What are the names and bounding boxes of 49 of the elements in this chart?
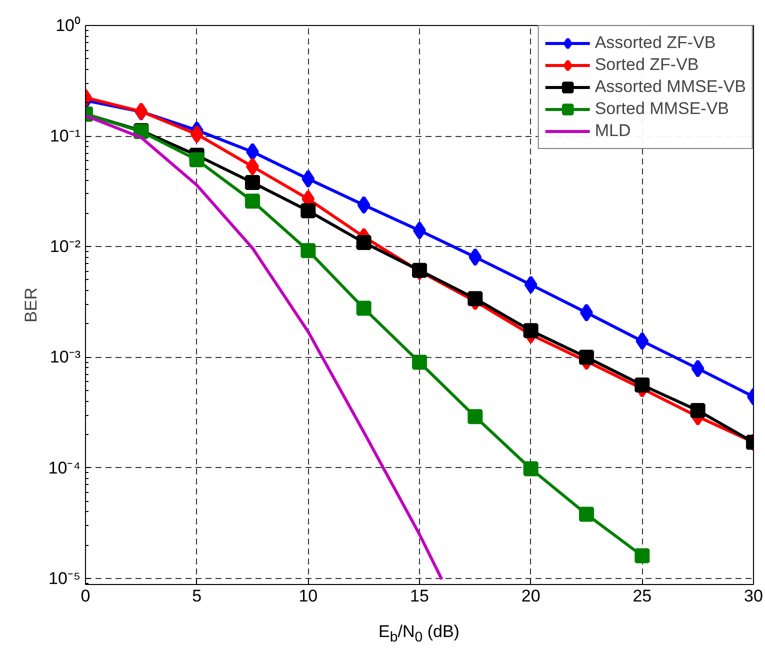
point <box>468 291 483 306</box>
x-tick-label: 25 <box>632 586 652 606</box>
point <box>523 461 538 476</box>
point <box>413 221 426 240</box>
y-tick-label: 10⁻⁵ <box>48 568 81 588</box>
point <box>691 360 704 378</box>
point <box>302 170 315 188</box>
point <box>412 262 427 278</box>
point <box>579 350 594 365</box>
point <box>690 402 706 418</box>
point <box>634 548 650 564</box>
x-tick-label: 5 <box>192 586 202 606</box>
legend-label: Sorted MMSE-VB <box>594 98 729 120</box>
point <box>246 158 259 176</box>
point <box>246 142 259 161</box>
point <box>412 354 427 370</box>
legend-label: Assorted ZF-VB <box>594 32 716 54</box>
point <box>579 506 594 522</box>
y-tick-label: 10⁻⁴ <box>48 458 81 478</box>
y-tick-label: 10⁻¹ <box>50 126 81 146</box>
x-tick-label: 0 <box>80 586 90 606</box>
point <box>357 196 370 214</box>
point <box>300 243 316 258</box>
y-tick-label: 10⁻² <box>50 237 81 256</box>
point <box>523 323 538 338</box>
legend-label: Sorted ZF-VB <box>594 54 699 76</box>
point <box>468 409 483 424</box>
point <box>245 194 260 209</box>
legend-label: Assorted MMSE-VB <box>594 76 746 98</box>
x-tick-label: 20 <box>521 586 540 606</box>
point <box>468 248 482 266</box>
point <box>245 175 260 190</box>
x-tick-label: 30 <box>744 586 763 606</box>
x-tick-label: 10 <box>298 586 318 606</box>
point <box>356 235 372 250</box>
x-axis-title: E$_{b}$/N$_{0}$ (dB) <box>378 621 460 648</box>
point <box>189 152 204 168</box>
legend-label: MLD <box>594 120 631 142</box>
y-axis-title: BER <box>21 288 40 322</box>
point <box>190 125 204 144</box>
y-tick-label: 10⁻³ <box>50 348 81 367</box>
y-tick-label: 10⁰ <box>56 16 81 35</box>
point <box>636 332 649 350</box>
point <box>634 378 650 393</box>
point <box>356 300 372 316</box>
point <box>580 304 593 322</box>
point <box>524 276 538 294</box>
x-tick-label: 15 <box>410 586 429 606</box>
point <box>300 203 316 218</box>
